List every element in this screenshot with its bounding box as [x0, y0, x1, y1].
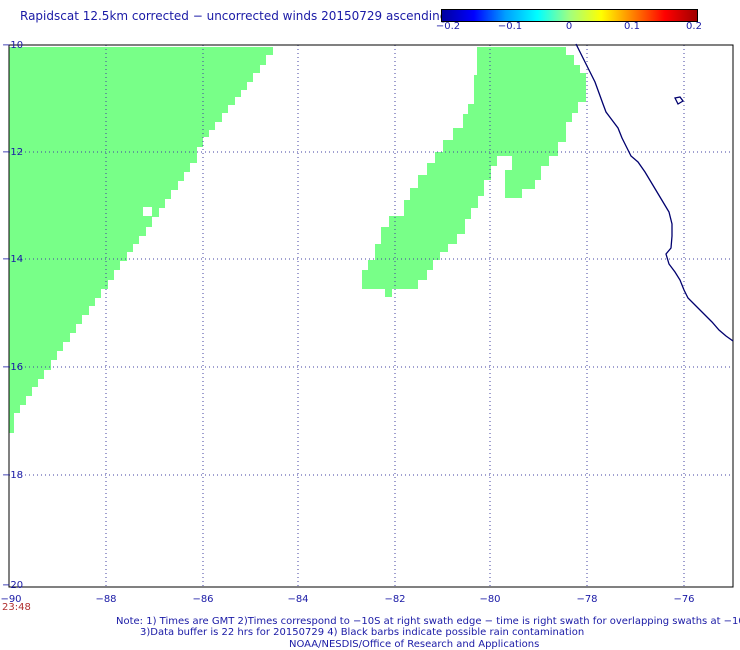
lat-label: −14 — [2, 254, 24, 265]
colorbar-tick: 0.1 — [624, 21, 640, 32]
note-line-3: NOAA/NESDIS/Office of Research and Appli… — [289, 639, 540, 650]
lat-label: −10 — [2, 40, 24, 51]
lon-label: −84 — [287, 594, 309, 605]
lat-label: −20 — [2, 580, 24, 591]
coastline — [575, 43, 734, 342]
grid-lines — [9, 45, 733, 587]
note-line-2: 3)Data buffer is 22 hrs for 20150729 4) … — [140, 627, 585, 638]
lon-label: −80 — [479, 594, 501, 605]
swath-cells — [9, 47, 586, 433]
lat-label: −18 — [2, 470, 24, 481]
lon-label: −86 — [192, 594, 214, 605]
swath-middle — [362, 47, 586, 297]
note-line-1: Note: 1) Times are GMT 2)Times correspon… — [116, 616, 740, 627]
island — [674, 96, 684, 105]
lon-label: −76 — [673, 594, 695, 605]
swath-gap — [143, 207, 152, 216]
colorbar-tick: 0.2 — [686, 21, 702, 32]
colorbar-tick: −0.1 — [497, 21, 523, 32]
lon-label: −82 — [384, 594, 406, 605]
colorbar-tick: −0.2 — [435, 21, 461, 32]
lat-label: −16 — [2, 362, 24, 373]
map-frame — [8, 44, 734, 588]
colorbar-tick: 0 — [565, 21, 573, 32]
swath-left — [9, 47, 273, 433]
lon-label: −88 — [95, 594, 117, 605]
map-title: Rapidscat 12.5km corrected − uncorrected… — [20, 9, 448, 23]
time-label: 23:48 — [2, 602, 31, 613]
lon-label: −78 — [576, 594, 598, 605]
lon-label: −90 — [0, 594, 22, 605]
colorbar — [441, 9, 698, 22]
lat-label: −12 — [2, 147, 24, 158]
